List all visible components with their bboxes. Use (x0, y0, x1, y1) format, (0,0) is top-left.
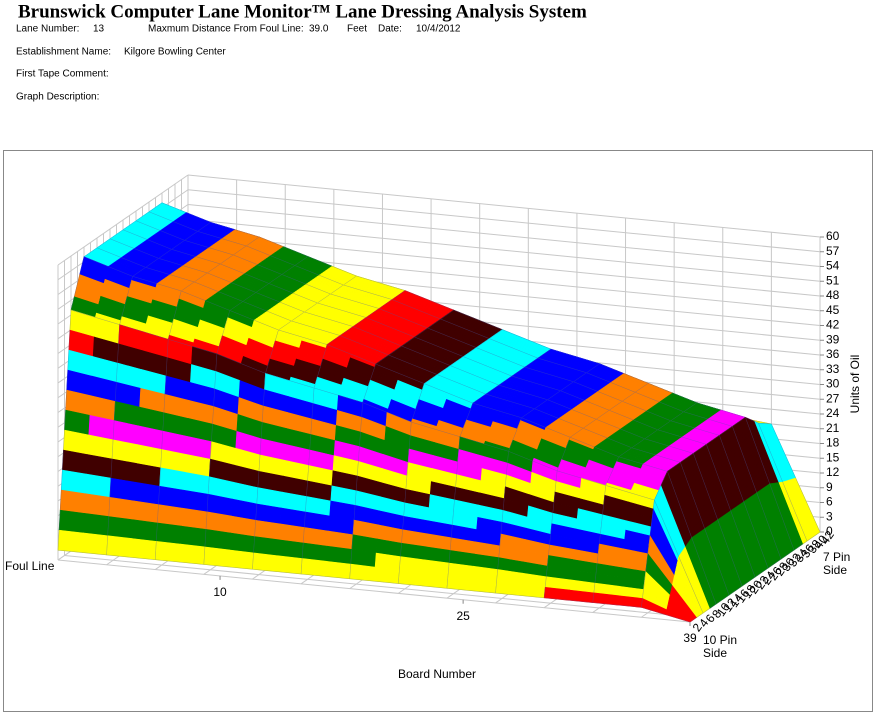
surface-patch (300, 558, 327, 577)
z-tick-label: 21 (826, 421, 840, 435)
surface-patch (59, 489, 86, 514)
establishment: Kilgore Bowling Center (124, 47, 226, 58)
z-tick-label: 36 (826, 347, 840, 361)
surface-patch (203, 546, 230, 568)
z-tick-label: 18 (826, 436, 840, 450)
lane-number-label: Lane Number: (16, 24, 79, 35)
surface-patch (326, 545, 353, 565)
z-tick-label: 6 (826, 495, 833, 509)
z-tick-label: 24 (826, 406, 840, 420)
z-tick-label: 54 (826, 259, 840, 273)
surface-patch (131, 519, 158, 542)
board-start-label: 10 Pin Side (703, 633, 738, 660)
surface-patch (373, 566, 400, 584)
back-wall-grid-line (187, 233, 821, 297)
surface-patch (155, 522, 183, 545)
z-tick-label: 33 (826, 362, 840, 376)
back-wall-grid-line (187, 204, 821, 267)
surface-patch (154, 541, 181, 563)
z-tick-label: 45 (826, 303, 840, 317)
surface-patch (132, 500, 159, 524)
surface-patch (106, 535, 133, 558)
back-wall-grid-line (187, 174, 821, 238)
surface-patch (397, 569, 425, 587)
z-tick-label: 15 (826, 450, 840, 464)
z-tick-label: 9 (826, 480, 833, 494)
surface-patch (325, 560, 352, 580)
max-distance: 39.0 (309, 24, 329, 35)
z-tick-label: 3 (826, 509, 833, 523)
z-tick-label: 27 (826, 391, 840, 405)
back-wall-grid-line (187, 189, 821, 253)
plot (57, 174, 821, 623)
surface-patch (81, 532, 109, 556)
surface-patch (83, 513, 110, 537)
surface-patch (85, 473, 112, 498)
surface-patch (57, 529, 84, 553)
surface-patch (301, 542, 328, 562)
surface-patch (204, 529, 231, 551)
z-tick-label: 60 (826, 229, 840, 243)
establishment-label: Establishment Name: (16, 47, 111, 58)
z-axis-title: Units of Oil (848, 355, 862, 414)
surface-patch (276, 555, 303, 575)
x-tick-label: 39 (683, 631, 697, 645)
surface-patch (181, 507, 208, 530)
z-tick-label: 48 (826, 288, 840, 302)
max-distance-label: Maxmum Distance From Foul Line: (148, 24, 304, 35)
tape-comment-label: First Tape Comment: (16, 69, 109, 80)
surface-patch (130, 538, 157, 561)
z-tick-label: 42 (826, 318, 840, 332)
surface-patch (252, 552, 279, 572)
z-tick-label: 57 (826, 244, 840, 258)
surface-patch (58, 509, 85, 534)
surface-patch (228, 532, 255, 554)
z-tick-label: 39 (826, 332, 840, 346)
distance-unit: Feet (347, 24, 367, 35)
z-tick-label: 12 (826, 465, 840, 479)
chart-frame (3, 150, 873, 712)
floor-grid-line (57, 559, 691, 623)
z-tick-label: 0 (826, 524, 833, 538)
surface-patch (180, 525, 207, 548)
surface-patch (84, 493, 111, 517)
surface-patch (133, 481, 160, 505)
surface-patch (109, 477, 136, 502)
z-tick-label: 30 (826, 377, 840, 391)
lane-number: 13 (93, 24, 105, 35)
z-tick-label: 51 (826, 273, 840, 287)
surface-patch (349, 563, 376, 582)
surface-patch (157, 504, 184, 527)
back-wall-grid-line (187, 218, 821, 282)
foul-line-label: Foul Line (5, 559, 55, 573)
x-axis-title: Board Number (398, 667, 476, 681)
report-title: Brunswick Computer Lane Monitor™ Lane Dr… (18, 1, 587, 22)
surface-patch (179, 543, 206, 565)
surface-patch (446, 575, 473, 592)
date: 10/4/2012 (416, 24, 461, 35)
surface-patch (60, 469, 87, 495)
x-tick-label: 10 (213, 585, 227, 599)
surface-patch (107, 516, 134, 539)
graph-description-label: Graph Description: (16, 92, 99, 103)
floor-grid-line (64, 555, 697, 618)
date-label: Date: (378, 24, 402, 35)
surface-patch (227, 549, 254, 570)
surface-patch (277, 539, 304, 559)
x-tick-label: 25 (456, 609, 470, 623)
surface-cell-edge (641, 499, 704, 623)
surface-patch (422, 572, 449, 589)
surface-patch (108, 497, 135, 521)
surface-patch (253, 536, 280, 557)
board-end-label: 7 Pin Side (823, 550, 851, 577)
